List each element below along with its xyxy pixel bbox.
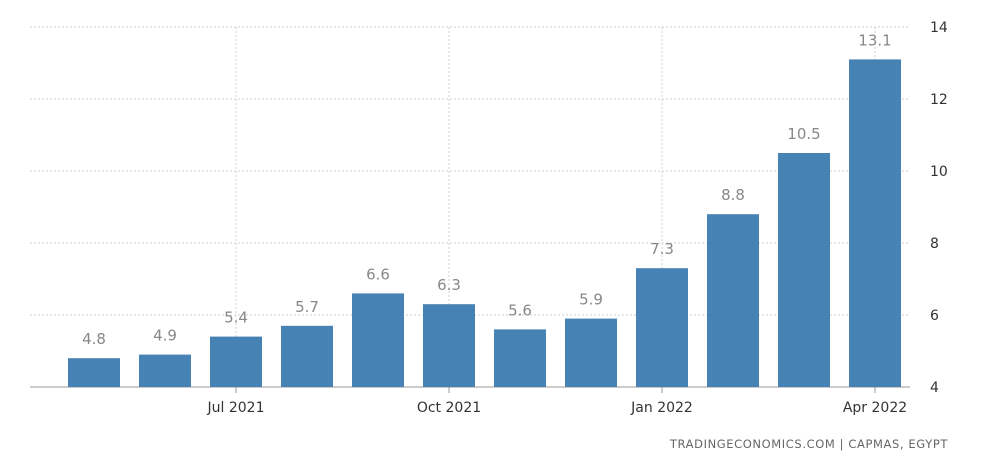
bar-9 <box>707 214 759 387</box>
source-credit: TRADINGECONOMICS.COM | CAPMAS, EGYPT <box>669 437 948 451</box>
y-axis: 4 6 8 10 12 14 <box>930 20 948 396</box>
x-axis: Jul 2021 Oct 2021 Jan 2022 Apr 2022 <box>207 387 907 416</box>
bar-6 <box>494 329 546 387</box>
value-label-11: 13.1 <box>858 31 891 49</box>
bar-4 <box>352 293 404 387</box>
bar-7 <box>565 318 617 387</box>
value-label-7: 5.9 <box>579 291 603 309</box>
bars <box>68 59 901 388</box>
value-labels: 4.8 4.9 5.4 5.7 6.6 6.3 5.6 5.9 7.3 8.8 10.5 13.1 <box>82 31 892 348</box>
value-label-6: 5.6 <box>508 301 532 319</box>
bar-5 <box>423 304 475 387</box>
bar-3 <box>281 325 333 387</box>
value-label-9: 8.8 <box>721 186 745 204</box>
value-label-0: 4.8 <box>82 330 106 348</box>
bar-2 <box>210 336 262 387</box>
value-label-2: 5.4 <box>224 309 248 327</box>
y-tick-label-6: 6 <box>930 308 939 324</box>
x-tick-label-8: Jan 2022 <box>630 400 693 416</box>
y-tick-label-14: 14 <box>930 20 948 36</box>
value-label-10: 10.5 <box>787 125 820 143</box>
bar-8 <box>636 268 688 387</box>
bar-0 <box>68 358 120 387</box>
bar-10 <box>778 153 830 387</box>
value-label-4: 6.6 <box>366 265 390 283</box>
value-label-8: 7.3 <box>650 240 674 258</box>
y-tick-label-4: 4 <box>930 380 939 396</box>
y-tick-label-10: 10 <box>930 164 948 180</box>
x-tick-label-5: Oct 2021 <box>417 400 481 416</box>
y-tick-label-12: 12 <box>930 92 948 108</box>
value-label-3: 5.7 <box>295 298 319 316</box>
y-tick-label-8: 8 <box>930 236 939 252</box>
value-label-5: 6.3 <box>437 276 461 294</box>
x-tick-label-11: Apr 2022 <box>843 400 907 416</box>
bar-1 <box>139 354 191 387</box>
value-label-1: 4.9 <box>153 327 177 345</box>
x-tick-label-2: Jul 2021 <box>207 400 265 416</box>
bar-11 <box>849 59 901 388</box>
